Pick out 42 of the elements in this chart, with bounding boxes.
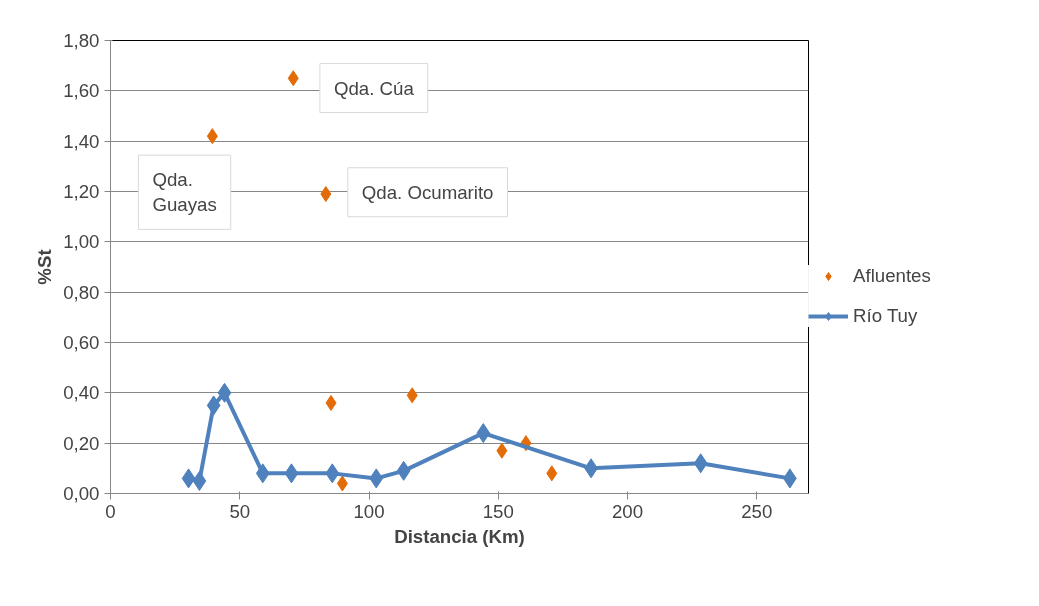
y-tick-label: 0,00 xyxy=(63,483,100,504)
point xyxy=(206,395,221,416)
point xyxy=(181,468,196,489)
x-tick-label: 250 xyxy=(741,500,773,522)
point xyxy=(255,463,270,484)
y-tick-label: 0,80 xyxy=(63,281,100,303)
x-tick-label: 0 xyxy=(105,500,116,522)
y-tick-label: 1,40 xyxy=(63,130,100,152)
annotation: Qda. Guayas xyxy=(152,169,217,216)
point xyxy=(284,463,299,484)
point xyxy=(369,468,384,489)
point xyxy=(217,382,232,403)
y-tick-label: 1,20 xyxy=(63,181,100,202)
annotation: Qda. Ocumarito xyxy=(361,181,494,203)
point xyxy=(396,460,411,481)
annotation: Qda. Cúa xyxy=(333,77,415,99)
point xyxy=(546,465,558,482)
y-tick-label: 1,60 xyxy=(63,80,100,102)
point xyxy=(287,70,299,87)
point xyxy=(320,186,332,203)
y-axis-title: %St xyxy=(34,249,56,285)
x-tick-label: 100 xyxy=(353,500,385,522)
x-tick-label: 200 xyxy=(611,500,644,522)
legend-label: Afluentes xyxy=(853,265,931,287)
point xyxy=(406,387,418,404)
y-tick-label: 0,60 xyxy=(63,332,100,353)
y-tick-label: 0,20 xyxy=(63,432,100,454)
point xyxy=(192,470,207,491)
point xyxy=(325,394,337,411)
y-tick-label: 0,40 xyxy=(63,382,100,404)
x-axis-title: Distancia (Km) xyxy=(394,525,525,547)
x-tick-label: 50 xyxy=(229,500,251,522)
point xyxy=(206,128,218,145)
legend-label: Río Tuy xyxy=(853,305,918,327)
point xyxy=(336,475,348,492)
point xyxy=(476,423,491,444)
point xyxy=(693,453,708,474)
x-tick-label: 150 xyxy=(482,500,514,522)
y-tick-label: 1,80 xyxy=(63,30,100,51)
point xyxy=(325,463,340,484)
point xyxy=(496,442,508,459)
y-tick-label: 1,00 xyxy=(63,231,100,253)
